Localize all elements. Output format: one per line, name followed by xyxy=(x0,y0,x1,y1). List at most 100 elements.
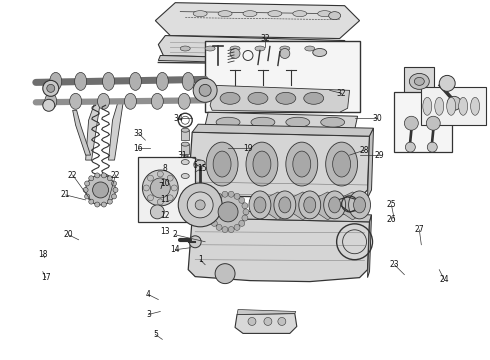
Ellipse shape xyxy=(333,151,350,177)
Circle shape xyxy=(150,205,164,219)
Ellipse shape xyxy=(249,191,271,219)
Circle shape xyxy=(95,202,100,207)
Circle shape xyxy=(215,264,235,284)
Ellipse shape xyxy=(205,46,215,51)
Ellipse shape xyxy=(50,72,62,90)
Circle shape xyxy=(222,226,228,233)
Circle shape xyxy=(187,192,213,218)
Text: 17: 17 xyxy=(41,273,50,282)
Circle shape xyxy=(107,199,112,204)
Circle shape xyxy=(248,318,256,325)
Ellipse shape xyxy=(151,93,163,109)
Ellipse shape xyxy=(268,11,282,17)
Ellipse shape xyxy=(435,97,444,115)
Circle shape xyxy=(216,193,222,199)
Ellipse shape xyxy=(181,159,189,165)
Polygon shape xyxy=(368,215,371,278)
Polygon shape xyxy=(266,192,291,220)
Ellipse shape xyxy=(181,128,189,132)
Ellipse shape xyxy=(180,46,190,51)
Circle shape xyxy=(167,195,173,201)
Circle shape xyxy=(101,173,106,178)
Ellipse shape xyxy=(280,49,290,58)
Ellipse shape xyxy=(354,197,366,213)
Circle shape xyxy=(228,226,234,233)
Circle shape xyxy=(144,185,149,191)
Circle shape xyxy=(242,203,248,209)
Circle shape xyxy=(216,224,222,230)
Ellipse shape xyxy=(193,11,207,17)
Ellipse shape xyxy=(254,197,266,213)
Ellipse shape xyxy=(321,117,344,127)
Ellipse shape xyxy=(293,11,307,17)
Text: 19: 19 xyxy=(243,144,253,153)
Ellipse shape xyxy=(276,92,296,104)
Circle shape xyxy=(234,193,240,199)
Polygon shape xyxy=(210,85,349,112)
Text: 25: 25 xyxy=(387,201,396,210)
Ellipse shape xyxy=(129,72,142,90)
Ellipse shape xyxy=(189,236,201,248)
Circle shape xyxy=(112,181,117,186)
Text: 18: 18 xyxy=(38,250,48,259)
Circle shape xyxy=(89,176,94,181)
Ellipse shape xyxy=(318,11,332,17)
Circle shape xyxy=(222,191,228,197)
Circle shape xyxy=(89,199,94,204)
Ellipse shape xyxy=(230,49,240,58)
Polygon shape xyxy=(175,155,188,173)
Circle shape xyxy=(178,183,222,227)
Text: 8: 8 xyxy=(163,163,168,172)
Text: 7: 7 xyxy=(158,183,163,192)
Polygon shape xyxy=(155,3,360,39)
Ellipse shape xyxy=(305,46,315,51)
Circle shape xyxy=(113,188,118,193)
Text: 30: 30 xyxy=(372,114,382,123)
Text: 5: 5 xyxy=(153,330,158,339)
Ellipse shape xyxy=(230,46,240,51)
Ellipse shape xyxy=(195,160,205,166)
Circle shape xyxy=(195,200,205,210)
Ellipse shape xyxy=(206,142,238,186)
Ellipse shape xyxy=(70,93,82,109)
Bar xyxy=(404,67,434,95)
Circle shape xyxy=(243,209,249,215)
Polygon shape xyxy=(108,100,123,160)
Ellipse shape xyxy=(74,72,87,90)
Ellipse shape xyxy=(329,12,341,20)
Circle shape xyxy=(210,194,246,230)
Ellipse shape xyxy=(409,73,429,89)
Text: 4: 4 xyxy=(146,290,151,299)
Text: 21: 21 xyxy=(61,190,71,199)
Ellipse shape xyxy=(248,92,268,104)
Circle shape xyxy=(172,185,177,191)
Text: 22: 22 xyxy=(68,171,77,180)
Circle shape xyxy=(85,181,90,186)
Circle shape xyxy=(147,175,153,181)
Ellipse shape xyxy=(181,142,189,146)
Text: 2: 2 xyxy=(173,230,178,239)
Circle shape xyxy=(43,99,55,111)
Bar xyxy=(394,92,452,152)
Ellipse shape xyxy=(243,11,257,17)
Polygon shape xyxy=(192,124,373,136)
Circle shape xyxy=(211,220,218,226)
Circle shape xyxy=(239,220,245,226)
Bar xyxy=(181,144,189,154)
Ellipse shape xyxy=(447,97,456,115)
Ellipse shape xyxy=(156,72,168,90)
Circle shape xyxy=(264,318,272,325)
Circle shape xyxy=(143,170,178,206)
Bar xyxy=(181,130,189,140)
Circle shape xyxy=(157,171,163,177)
Text: 24: 24 xyxy=(440,275,449,284)
Polygon shape xyxy=(86,100,100,160)
Bar xyxy=(138,157,195,222)
Circle shape xyxy=(211,197,218,203)
Ellipse shape xyxy=(304,92,324,104)
Circle shape xyxy=(426,116,440,130)
Ellipse shape xyxy=(255,46,265,51)
Text: 3: 3 xyxy=(146,310,151,319)
Text: 16: 16 xyxy=(134,144,143,153)
Circle shape xyxy=(242,215,248,221)
